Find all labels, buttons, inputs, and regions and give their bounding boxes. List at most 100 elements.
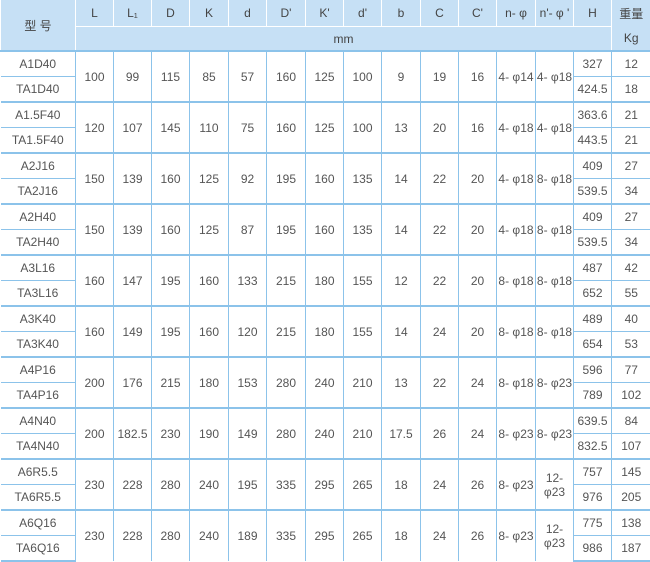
weight-unit-header: Kg [612,27,650,52]
column-header: b [382,0,421,27]
height-cell: 986 [574,536,612,562]
dimension-cell: 20 [459,153,497,204]
height-cell: 596 [574,357,612,383]
model-cell: TA6Q16 [1,536,76,562]
column-header: n- φ [497,0,536,27]
dimension-cell: 149 [114,306,152,357]
model-cell: TA1.5F40 [1,128,76,154]
weight-cell: 27 [612,204,650,230]
height-cell: 327 [574,51,612,77]
dimension-cell: 189 [229,510,267,561]
model-cell: A4P16 [1,357,76,383]
dimension-cell: 75 [229,102,267,153]
dimension-cell: 215 [267,255,306,306]
dimension-cell: 14 [382,204,421,255]
dimension-cell: 240 [306,408,344,459]
dimension-cell: 295 [306,510,344,561]
dimension-cell: 125 [306,102,344,153]
dimension-cell: 8- φ18 [536,204,574,255]
dimension-cell: 14 [382,306,421,357]
weight-cell: 138 [612,510,650,536]
dimension-cell: 120 [76,102,114,153]
dimension-cell: 155 [344,306,382,357]
weight-cell: 42 [612,255,650,281]
height-cell: 976 [574,485,612,511]
weight-cell: 34 [612,230,650,256]
dimension-cell: 12- φ23 [536,459,574,510]
dimension-cell: 22 [421,357,459,408]
dimension-cell: 230 [76,459,114,510]
weight-cell: 77 [612,357,650,383]
dimension-cell: 4- φ18 [536,51,574,102]
dimension-cell: 280 [267,357,306,408]
dimension-cell: 19 [421,51,459,102]
height-cell: 539.5 [574,230,612,256]
weight-cell: 187 [612,536,650,562]
dimension-cell: 4- φ18 [497,153,536,204]
weight-cell: 21 [612,102,650,128]
dimension-cell: 210 [344,408,382,459]
column-header: d' [344,0,382,27]
column-header: L₁ [114,0,152,27]
height-cell: 654 [574,332,612,358]
height-cell: 443.5 [574,128,612,154]
dimension-cell: 8- φ18 [536,306,574,357]
dimension-cell: 17.5 [382,408,421,459]
dimension-cell: 240 [190,510,229,561]
height-cell: 409 [574,204,612,230]
dimension-cell: 195 [152,306,190,357]
dimension-cell: 14 [382,153,421,204]
dimension-cell: 230 [152,408,190,459]
weight-cell: 145 [612,459,650,485]
dimension-cell: 22 [421,153,459,204]
dimension-cell: 195 [267,204,306,255]
dimension-cell: 240 [306,357,344,408]
dimension-cell: 4- φ18 [536,102,574,153]
model-cell: A6R5.5 [1,459,76,485]
model-header: 型 号 [1,0,76,51]
model-cell: A2H40 [1,204,76,230]
dimension-cell: 13 [382,102,421,153]
height-cell: 489 [574,306,612,332]
dimension-cell: 26 [421,408,459,459]
dimension-cell: 195 [229,459,267,510]
dimension-cell: 160 [152,153,190,204]
dimension-cell: 195 [152,255,190,306]
dimension-cell: 200 [76,408,114,459]
model-cell: TA4N40 [1,434,76,460]
weight-cell: 34 [612,179,650,205]
dimension-cell: 12- φ23 [536,510,574,561]
weight-cell: 102 [612,383,650,409]
dimension-cell: 16 [459,51,497,102]
model-cell: TA3L16 [1,281,76,307]
weight-cell: 107 [612,434,650,460]
dimension-cell: 87 [229,204,267,255]
weight-cell: 18 [612,77,650,103]
dimension-cell: 160 [306,204,344,255]
column-header: C [421,0,459,27]
dimension-cell: 160 [267,51,306,102]
column-header: d [229,0,267,27]
height-cell: 775 [574,510,612,536]
dimension-cell: 8- φ18 [497,306,536,357]
dimension-cell: 20 [421,102,459,153]
dimension-cell: 215 [267,306,306,357]
height-cell: 757 [574,459,612,485]
dimension-cell: 215 [152,357,190,408]
model-cell: TA2J16 [1,179,76,205]
dimension-cell: 160 [76,306,114,357]
model-cell: A6Q16 [1,510,76,536]
dimension-cell: 24 [421,510,459,561]
dimension-cell: 20 [459,204,497,255]
dimension-cell: 92 [229,153,267,204]
height-cell: 789 [574,383,612,409]
height-cell: 363.6 [574,102,612,128]
dimension-cell: 22 [421,204,459,255]
dimension-cell: 228 [114,510,152,561]
dimension-cell: 8- φ18 [497,255,536,306]
